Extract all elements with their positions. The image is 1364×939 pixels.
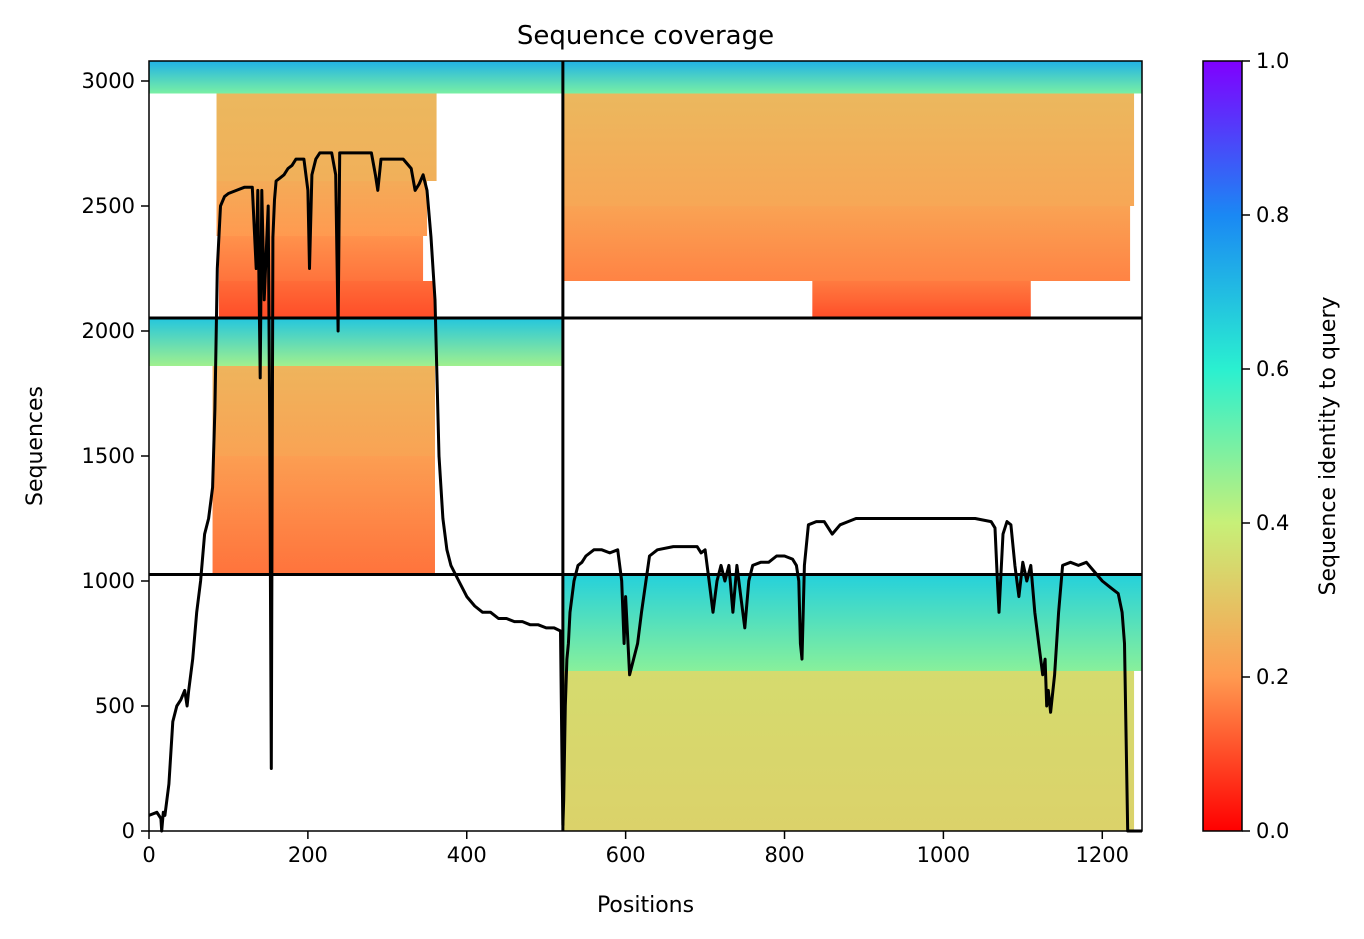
coverage-band	[218, 236, 424, 281]
x-tick-label: 200	[288, 843, 328, 867]
coverage-line	[148, 151, 1142, 833]
colorbar-tick-label: 0.2	[1256, 665, 1289, 689]
divider-layer	[149, 61, 1142, 831]
colorbar: 0.0 0.2 0.4 0.6 0.8 1.0 Sequence identity to …	[1202, 49, 1341, 843]
colorbar-bar	[1202, 60, 1243, 832]
y-ticks: 0 500 1000 1500 2000 2500 3000	[82, 69, 149, 843]
x-tick-label: 800	[764, 843, 804, 867]
colorbar-tick-label: 0.8	[1256, 203, 1289, 227]
y-axis-label: Sequences	[23, 386, 48, 506]
y-tick-label: 500	[95, 694, 135, 718]
y-tick-label: 3000	[82, 69, 135, 93]
coverage-band	[562, 671, 1135, 831]
y-tick-label: 1000	[82, 569, 135, 593]
y-tick-label: 1500	[82, 444, 135, 468]
colorbar-ticks: 0.0 0.2 0.4 0.6 0.8 1.0	[1242, 49, 1289, 843]
colorbar-tick-label: 0.4	[1256, 511, 1289, 535]
coverage-band	[562, 61, 1142, 94]
coverage-block	[149, 61, 563, 318]
x-ticks: 0 200 400 600 800 1000 1200	[142, 831, 1129, 867]
coverage-band	[216, 93, 437, 181]
coverage-band	[212, 366, 435, 456]
heatmap-layer	[149, 61, 1142, 831]
colorbar-tick-label: 0.6	[1256, 357, 1289, 381]
coverage-band	[218, 281, 435, 318]
coverage-band	[216, 181, 428, 236]
coverage-band	[562, 574, 1142, 671]
x-tick-label: 1200	[1076, 843, 1129, 867]
x-tick-label: 400	[447, 843, 487, 867]
colorbar-tick-label: 1.0	[1256, 49, 1289, 73]
x-axis-label: Positions	[597, 893, 694, 918]
x-tick-label: 1000	[917, 843, 970, 867]
colorbar-label: Sequence identity to query	[1316, 296, 1341, 595]
coverage-line-layer	[148, 151, 1142, 833]
y-tick-label: 2500	[82, 194, 135, 218]
coverage-band	[149, 61, 563, 94]
coverage-band	[562, 93, 1135, 206]
coverage-block	[562, 61, 1142, 318]
coverage-band	[562, 206, 1131, 281]
coverage-band	[212, 456, 435, 575]
plot-frame	[148, 60, 1143, 832]
coverage-block	[149, 318, 563, 575]
colorbar-tick-label: 0.0	[1256, 819, 1289, 843]
coverage-band	[812, 281, 1031, 301]
y-tick-label: 0	[122, 819, 135, 843]
chart-title: Sequence coverage	[517, 21, 774, 51]
coverage-band	[812, 301, 1031, 318]
coverage-block	[562, 574, 1142, 831]
coverage-band	[149, 318, 563, 366]
y-tick-label: 2000	[82, 319, 135, 343]
x-tick-label: 600	[606, 843, 646, 867]
x-tick-label: 0	[142, 843, 155, 867]
